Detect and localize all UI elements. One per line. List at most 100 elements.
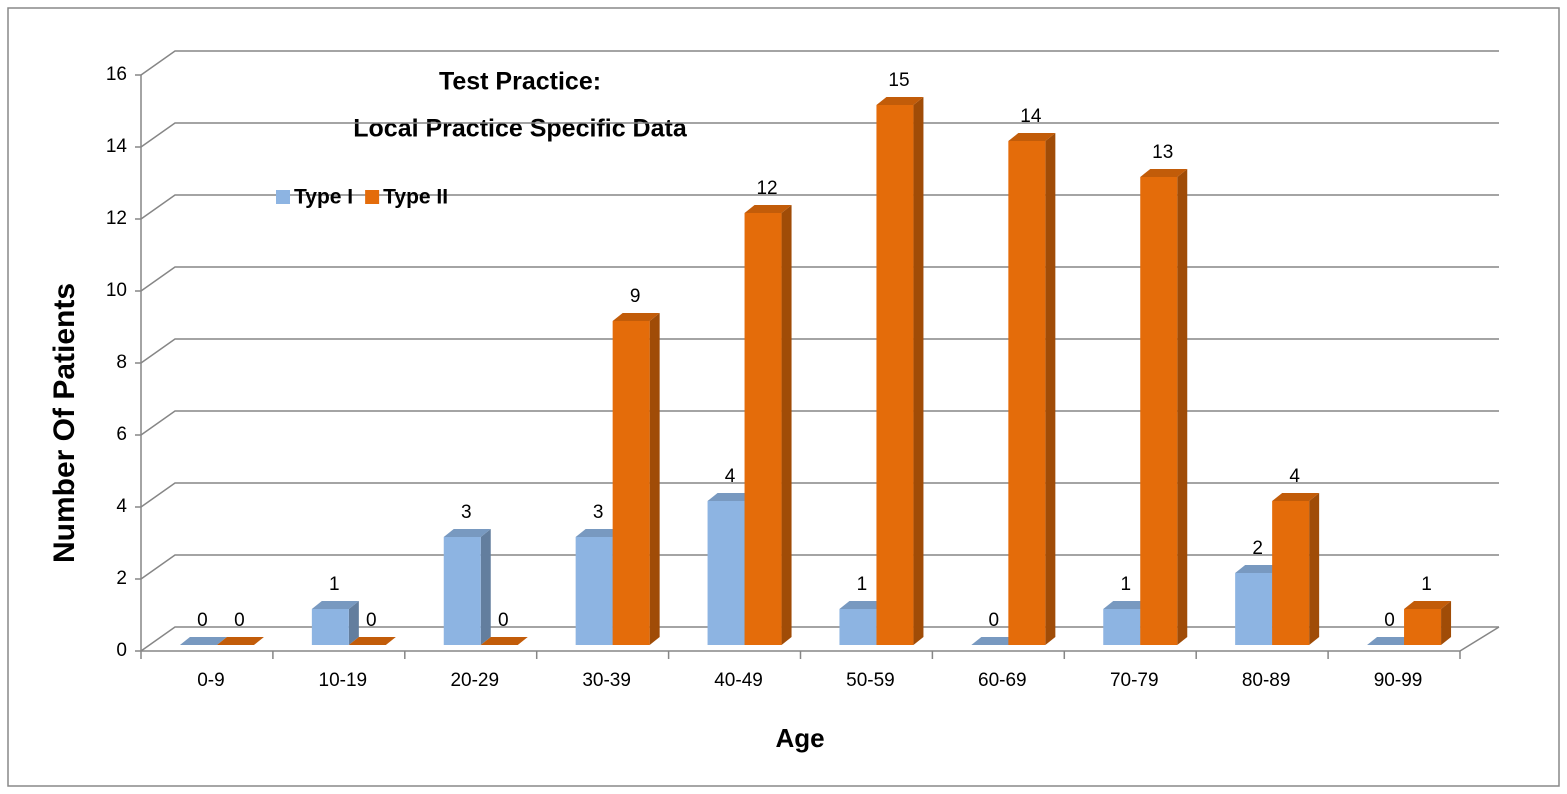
x-tick-label: 20-29	[450, 670, 499, 691]
data-label: 0	[234, 610, 245, 631]
x-tick-label: 0-9	[197, 670, 224, 691]
grid-line	[140, 50, 1499, 76]
x-tick-label: 50-59	[846, 670, 895, 691]
bar-top	[612, 313, 660, 321]
grid-line	[140, 266, 1499, 292]
x-axis-title: Age	[775, 723, 824, 753]
bar-top	[1272, 493, 1320, 501]
legend-label: Type I	[294, 186, 353, 209]
bar-side	[1045, 133, 1056, 645]
legend-swatch	[365, 190, 380, 204]
y-tick-label: 6	[116, 424, 127, 445]
bar-top	[744, 205, 792, 213]
y-tick-label: 12	[106, 208, 127, 229]
data-label: 3	[461, 502, 472, 523]
data-label: 4	[725, 466, 736, 487]
data-label: 1	[329, 574, 340, 595]
y-tick-label: 16	[106, 64, 127, 85]
chart-title: Test Practice:	[439, 68, 601, 96]
y-tick-label: 0	[116, 640, 127, 661]
bar-top	[1404, 601, 1452, 609]
bar-side	[1177, 169, 1188, 645]
x-tick-label: 90-99	[1374, 670, 1423, 691]
bar	[1272, 501, 1310, 645]
bar-top	[707, 493, 755, 501]
bar-side	[781, 205, 792, 645]
chart-subtitle: Local Practice Specific Data	[353, 115, 688, 143]
bar-top	[1367, 637, 1415, 645]
grid-line	[140, 338, 1499, 364]
y-axis-title: Number Of Patients	[48, 283, 81, 563]
data-label: 0	[1384, 610, 1395, 631]
bar-top	[1235, 565, 1283, 573]
grid-line	[140, 626, 1499, 652]
y-tick-label: 10	[106, 280, 127, 301]
data-label: 15	[888, 70, 909, 91]
data-label: 0	[366, 610, 377, 631]
bar	[311, 609, 349, 645]
bar	[575, 537, 613, 645]
grid-line	[140, 482, 1499, 508]
bar-top	[876, 97, 924, 105]
legend-label: Type II	[383, 186, 448, 209]
data-label: 2	[1252, 538, 1263, 559]
data-label: 14	[1020, 106, 1042, 127]
bar-top	[575, 529, 623, 537]
bar-top	[971, 637, 1019, 645]
data-label: 4	[1289, 466, 1300, 487]
x-tick-label: 70-79	[1110, 670, 1159, 691]
x-tick-label: 30-39	[582, 670, 631, 691]
x-tick-label: 80-89	[1242, 670, 1291, 691]
bar-side	[1441, 601, 1452, 645]
bar	[1235, 573, 1273, 645]
bar-top	[179, 637, 227, 645]
bar-side	[649, 313, 660, 645]
bar-top	[1008, 133, 1056, 141]
x-tick-label: 60-69	[978, 670, 1027, 691]
y-tick-label: 2	[116, 568, 127, 589]
y-tick-label: 14	[106, 136, 128, 157]
bar	[744, 213, 782, 645]
bar-side	[480, 529, 491, 645]
x-tick-label: 40-49	[714, 670, 763, 691]
data-label: 0	[197, 610, 208, 631]
bar	[612, 321, 650, 645]
bar-top	[443, 529, 491, 537]
bar-top	[839, 601, 887, 609]
bar-top	[480, 637, 528, 645]
bar	[1140, 177, 1178, 645]
grid-line	[140, 554, 1499, 580]
bar	[1103, 609, 1141, 645]
grid-line	[140, 194, 1499, 220]
bar	[707, 501, 745, 645]
bar-top	[216, 637, 264, 645]
bar	[876, 105, 914, 645]
bar	[443, 537, 481, 645]
data-label: 9	[630, 286, 641, 307]
data-label: 0	[498, 610, 509, 631]
data-label: 0	[989, 610, 1000, 631]
bar-side	[1309, 493, 1320, 645]
bar-top	[1103, 601, 1151, 609]
bar	[1008, 141, 1046, 645]
y-tick-label: 8	[116, 352, 127, 373]
data-label: 12	[756, 178, 777, 199]
bar-top	[311, 601, 359, 609]
bar-side	[913, 97, 924, 645]
bar-top	[1140, 169, 1188, 177]
grid-line	[140, 410, 1499, 436]
data-label: 1	[1120, 574, 1131, 595]
bar-top	[348, 637, 396, 645]
x-tick-label: 10-19	[319, 670, 368, 691]
bar	[1404, 609, 1442, 645]
legend-swatch	[276, 190, 290, 204]
y-tick-label: 4	[116, 496, 127, 517]
grid-line	[140, 122, 1499, 148]
data-label: 3	[593, 502, 604, 523]
data-label: 13	[1152, 142, 1173, 163]
bar	[839, 609, 877, 645]
data-label: 1	[857, 574, 868, 595]
bar-side	[348, 601, 359, 645]
data-label: 1	[1421, 574, 1432, 595]
